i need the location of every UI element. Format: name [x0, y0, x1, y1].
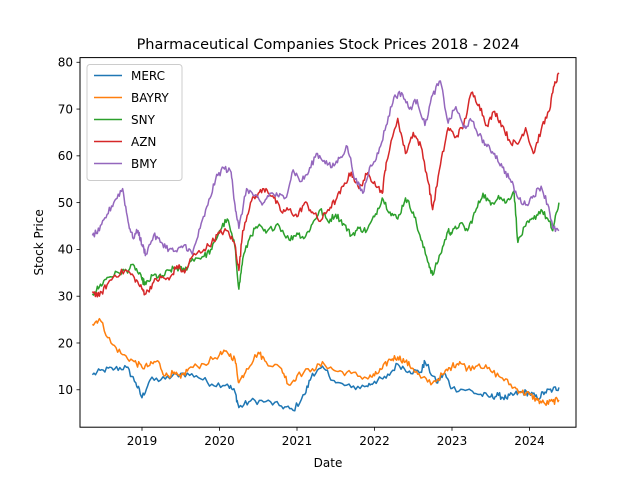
x-axis: 2019 2020 2021 2022 2023 2024: [127, 427, 545, 448]
y-axis: 10 20 30 40 50 60 70 80: [58, 56, 80, 397]
plot-frame: [79, 57, 577, 428]
y-tick-label: 80: [58, 56, 73, 70]
y-tick-label: 60: [58, 149, 73, 163]
x-tick-label: 2024: [514, 434, 545, 448]
y-axis-label: Stock Price: [32, 209, 46, 275]
y-tick-label: 20: [58, 336, 73, 350]
series-line-bayry: [91, 317, 560, 407]
x-tick-label: 2021: [282, 434, 313, 448]
x-axis-label: Date: [314, 456, 343, 470]
series-line-azn: [91, 72, 560, 298]
x-tick-label: 2022: [359, 434, 390, 448]
legend-label-merc: MERC: [131, 69, 165, 83]
y-tick-label: 10: [58, 383, 73, 397]
legend-box: [86, 64, 183, 181]
legend-label-bmy: BMY: [131, 157, 158, 171]
y-tick-label: 40: [58, 243, 73, 257]
x-tick-label: 2020: [204, 434, 235, 448]
legend: MERC BAYRY SNY AZN BMY: [86, 64, 183, 181]
y-tick-label: 70: [58, 102, 73, 116]
legend-label-azn: AZN: [131, 135, 156, 149]
chart-title: Pharmaceutical Companies Stock Prices 20…: [137, 37, 520, 53]
x-tick-label: 2019: [127, 434, 158, 448]
legend-label-sny: SNY: [131, 113, 156, 127]
x-tick-label: 2023: [437, 434, 468, 448]
y-tick-label: 50: [58, 196, 73, 210]
series-layer: [91, 72, 560, 412]
series-line-sny: [91, 190, 560, 296]
legend-label-bayry: BAYRY: [131, 91, 169, 105]
series-line-bmy: [91, 80, 560, 257]
y-tick-label: 30: [58, 290, 73, 304]
